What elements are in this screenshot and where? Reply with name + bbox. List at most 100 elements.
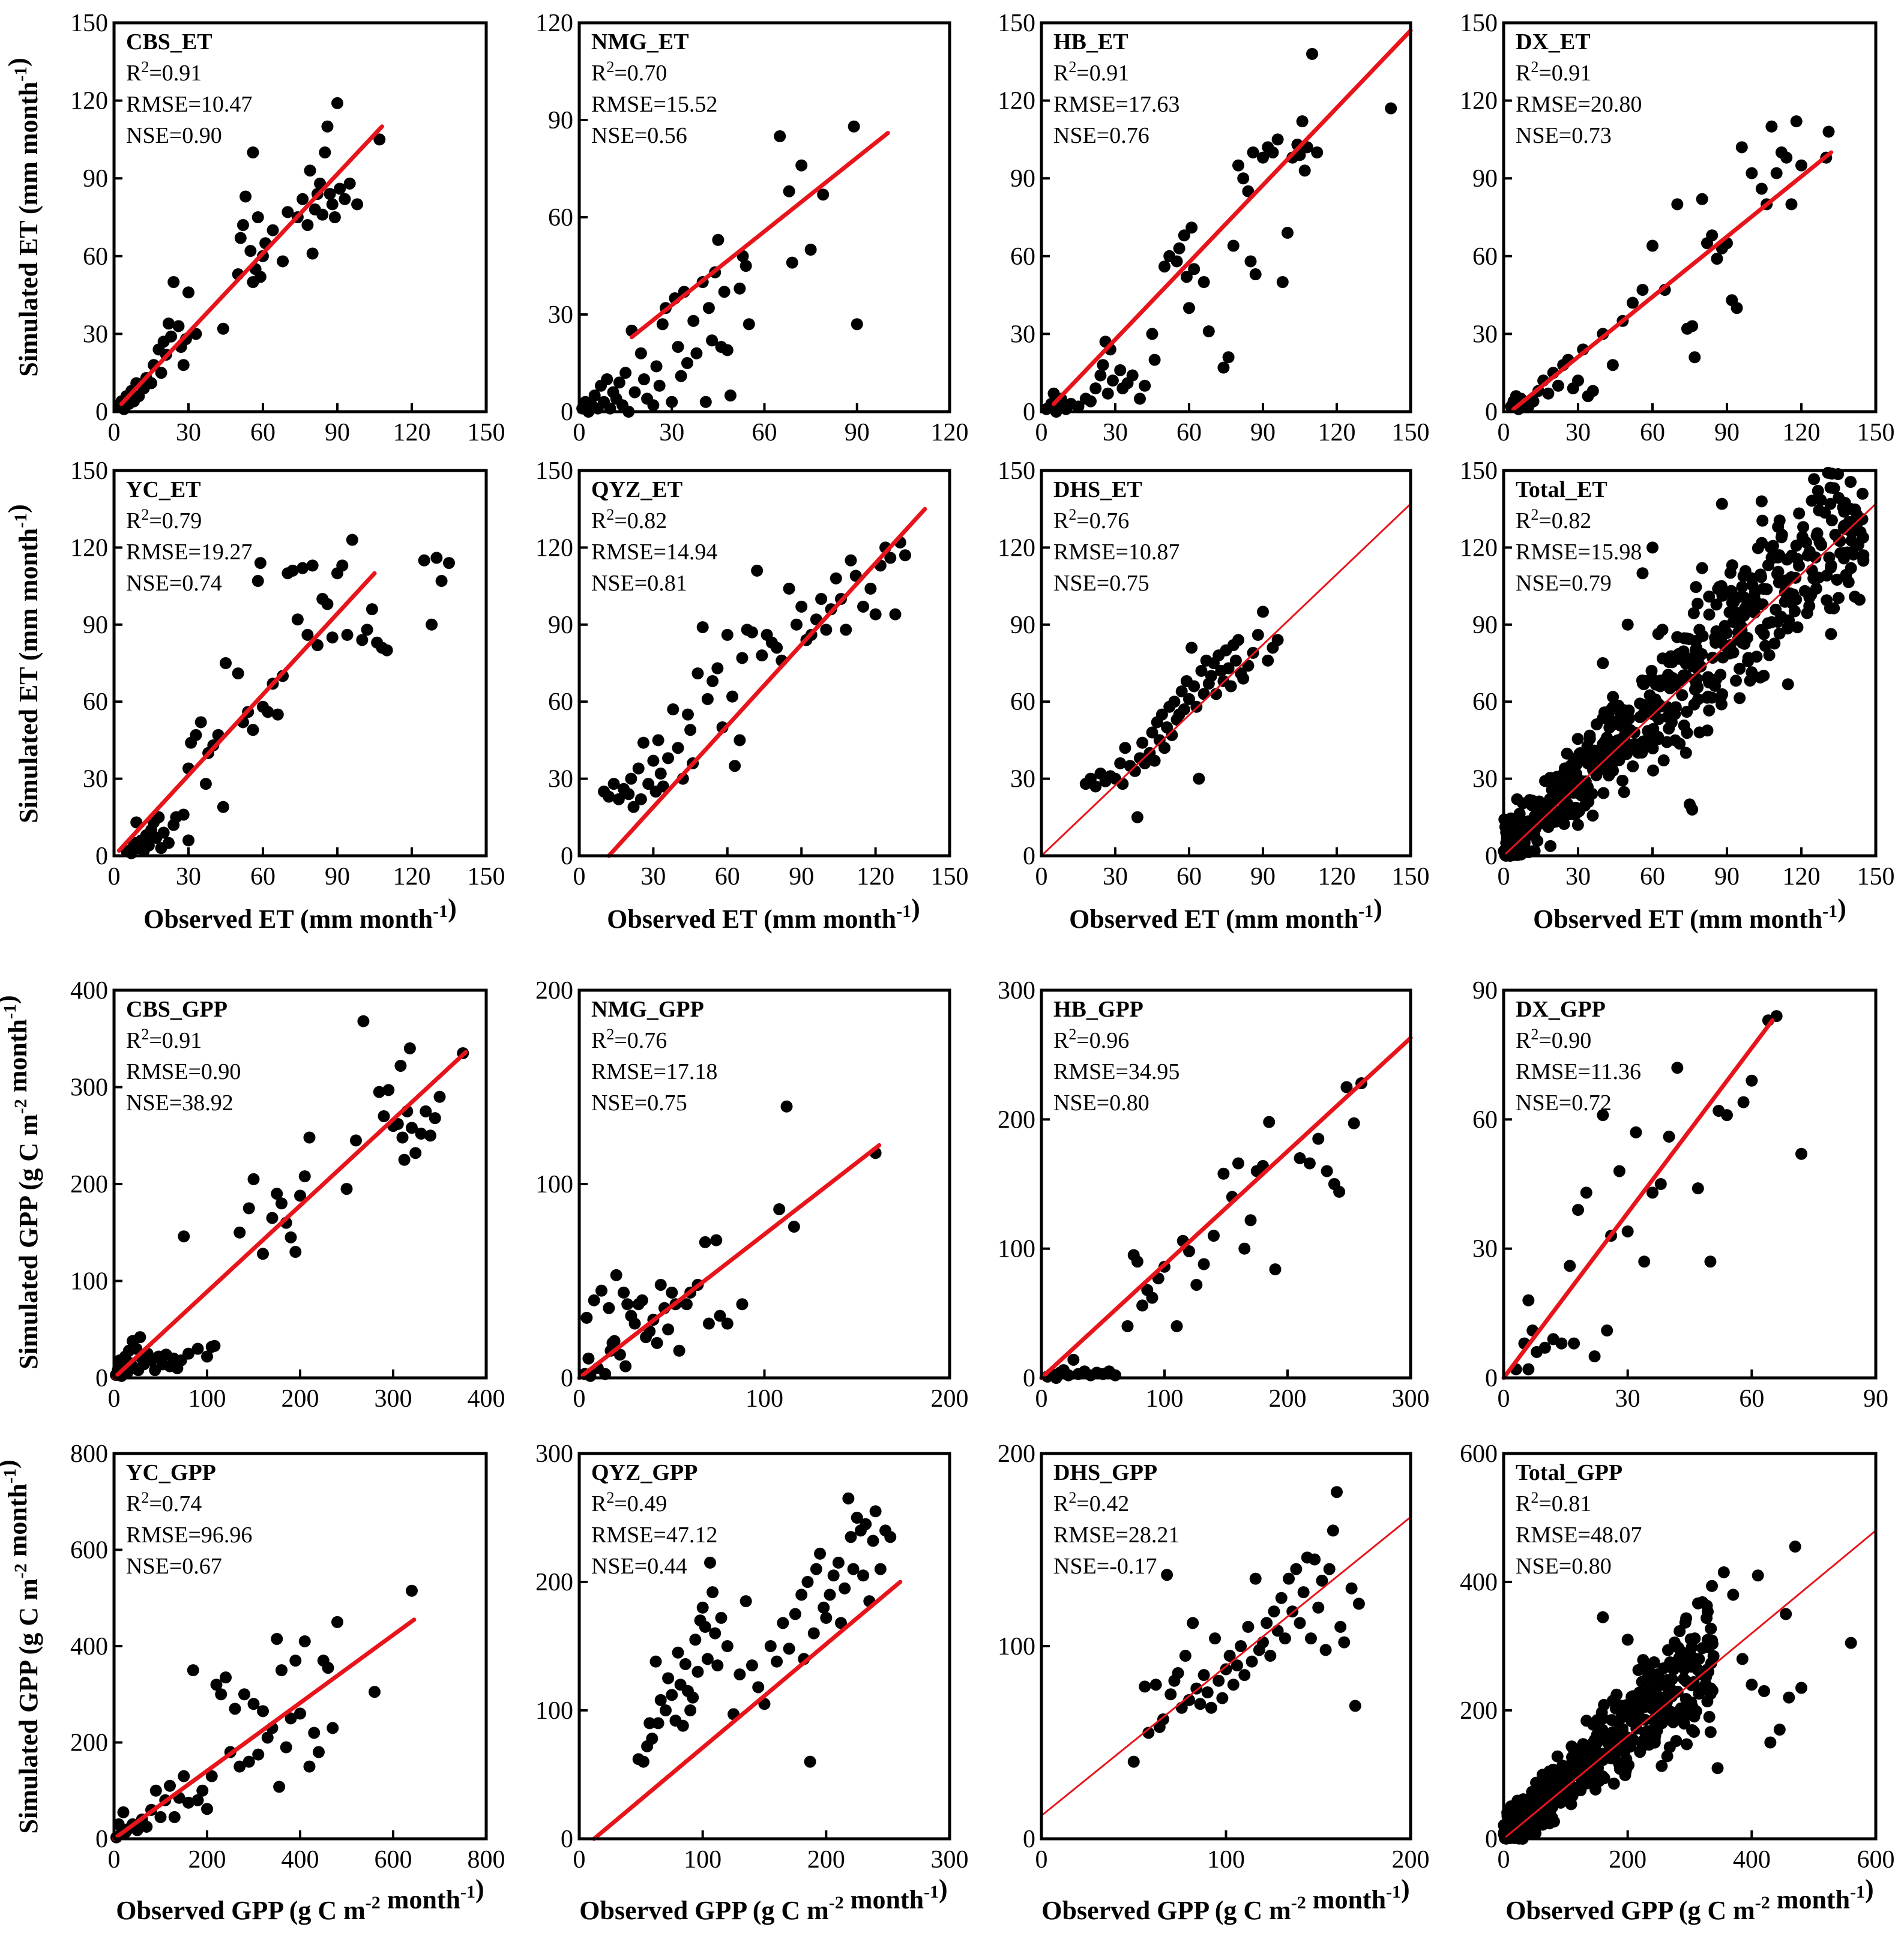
data-point [1572, 374, 1584, 387]
data-point [1614, 1700, 1627, 1713]
data-point [1564, 1260, 1576, 1272]
data-point [334, 182, 346, 195]
y-tick-label: 400 [70, 1633, 108, 1661]
y-tick-label: 300 [998, 977, 1035, 1005]
scatter-panel-dhs-gpp: 0 100 200 0 100 200 DHS_GPP R2=0.42 RMSE=28.21 NS… [998, 1440, 1430, 1874]
data-point [1106, 374, 1119, 387]
data-point [1304, 1632, 1317, 1645]
data-point [285, 1712, 297, 1725]
x-tick-label: 150 [1857, 419, 1895, 446]
data-point [1681, 727, 1693, 739]
data-point [350, 1134, 362, 1147]
data-point [398, 1153, 411, 1166]
data-point [718, 286, 731, 298]
data-point [1703, 1710, 1716, 1723]
data-point [1856, 487, 1869, 500]
data-point [884, 1531, 897, 1544]
scatter-panel-dx-gpp: 0 30 60 90 0 30 60 90 DX_GPP R2=0.90 RMSE=11.36 NSE… [1472, 977, 1888, 1413]
data-point [1527, 395, 1540, 407]
data-point [1822, 125, 1835, 138]
data-point [1209, 1632, 1222, 1645]
data-point [1785, 198, 1798, 211]
data-point [746, 626, 758, 639]
plot-frame [1502, 988, 1878, 1380]
y-axis-title-et: Simulated ET (mm month-1) [3, 504, 43, 823]
data-point [1348, 1117, 1360, 1129]
data-point [1638, 1255, 1651, 1268]
panel-title: CBS_GPP [126, 997, 227, 1022]
data-point [1597, 1109, 1609, 1122]
y-tick-label: 0 [95, 1826, 108, 1853]
data-point [702, 1317, 715, 1330]
data-point [740, 260, 752, 272]
data-point [690, 347, 703, 359]
data-point [396, 1131, 409, 1144]
data-point [702, 302, 715, 314]
data-point [435, 575, 448, 588]
data-point [162, 837, 175, 849]
fit-line [116, 571, 377, 853]
x-tick-label: 0 [108, 419, 121, 446]
data-point [752, 1681, 765, 1694]
data-point [827, 1569, 840, 1582]
data-point [1252, 628, 1264, 641]
y-tick-label: 120 [70, 88, 108, 115]
data-point [1190, 1682, 1203, 1695]
data-point [247, 1173, 260, 1185]
x-tick-label: 0 [1498, 1385, 1510, 1413]
r2-value: R2=0.82 [591, 506, 667, 534]
x-tick-label: 30 [659, 419, 684, 446]
y-tick-label: 60 [1010, 688, 1035, 716]
y-axis-title-gpp: Simulated GPP (g C m-2 month-1) [0, 995, 43, 1369]
data-point [1607, 1778, 1620, 1790]
data-point [271, 1188, 283, 1200]
data-point [1558, 787, 1571, 800]
data-point [1838, 500, 1851, 513]
data-point [1131, 811, 1143, 823]
y-tick-label: 150 [535, 457, 573, 485]
y-tick-label: 0 [561, 843, 573, 870]
data-point [654, 768, 667, 780]
data-point [1319, 1644, 1332, 1656]
y-tick-label: 0 [1023, 1826, 1035, 1853]
data-point [1829, 529, 1842, 541]
data-point [795, 600, 808, 613]
data-point [1101, 387, 1114, 400]
y-tick-label: 60 [1010, 243, 1035, 271]
data-point [277, 255, 289, 268]
data-point [820, 624, 833, 636]
data-point [289, 1246, 302, 1258]
data-point [1552, 379, 1564, 392]
data-point [406, 1584, 418, 1597]
data-point [711, 1659, 724, 1672]
fit-line [629, 131, 890, 340]
data-point [1677, 1655, 1689, 1667]
y-tick-label: 120 [1460, 534, 1498, 562]
data-point [820, 1611, 833, 1624]
data-point [1773, 627, 1786, 640]
data-point [607, 778, 620, 790]
data-point [1131, 1255, 1143, 1268]
data-point [1726, 597, 1738, 609]
y-tick-label: 30 [1010, 320, 1035, 348]
fit-line [1502, 1529, 1877, 1840]
data-point [164, 1779, 176, 1792]
r2-value: R2=0.76 [1053, 506, 1129, 534]
data-point [1704, 1726, 1717, 1739]
data-point [1791, 621, 1804, 634]
data-point [1661, 736, 1674, 748]
data-point [649, 1655, 662, 1668]
rmse-value: RMSE=11.36 [1516, 1059, 1641, 1084]
data-point [1544, 793, 1556, 805]
data-point [1797, 521, 1810, 534]
data-point [621, 1298, 634, 1311]
data-point [1692, 597, 1704, 610]
data-point [1158, 260, 1170, 273]
y-tick-label: 30 [1472, 320, 1498, 348]
data-point [1625, 1706, 1637, 1718]
data-point [1190, 1278, 1203, 1291]
data-point [1563, 807, 1576, 820]
data-point [240, 190, 252, 203]
data-point [1531, 835, 1544, 847]
data-point [322, 1662, 334, 1674]
